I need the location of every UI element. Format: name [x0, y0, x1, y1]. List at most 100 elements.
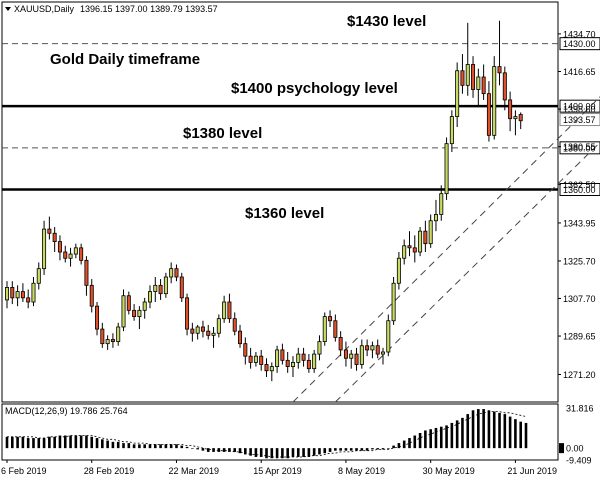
candle-bull — [42, 228, 47, 270]
candle-bear — [110, 339, 115, 342]
macd-histogram-bar — [169, 444, 173, 449]
macd-histogram-bar — [275, 448, 279, 459]
candle-bear — [338, 337, 343, 351]
candle-bear — [280, 349, 285, 361]
macd-histogram-bar — [206, 448, 210, 452]
level-tag-box-1360.00 — [559, 183, 600, 196]
date-tick-label: 22 Mar 2019 — [168, 466, 219, 476]
macd-histogram-bar — [349, 448, 353, 451]
candle-bull — [195, 326, 200, 334]
macd-histogram-bar — [95, 438, 99, 449]
macd-histogram-bar — [180, 445, 184, 449]
macd-histogram-bar — [90, 436, 94, 449]
candle-bear — [26, 297, 31, 303]
candle-bear — [328, 316, 333, 322]
candle-bull — [439, 193, 444, 215]
date-tick-label: 28 Feb 2019 — [84, 466, 135, 476]
candle-bull — [290, 362, 295, 367]
price-tick-label: 1398.60 — [563, 105, 596, 115]
macd-histogram-bar — [477, 409, 480, 449]
macd-histogram-bar — [42, 438, 46, 449]
date-tick-label: 30 May 2019 — [423, 466, 475, 476]
macd-zero-marker — [559, 443, 564, 454]
candle-bull — [216, 318, 221, 334]
symbol-label: XAUUSD,Daily — [14, 4, 75, 14]
macd-histogram-bar — [191, 448, 194, 449]
candle-bear — [343, 349, 348, 359]
price-tick-label: 1325.70 — [563, 256, 596, 266]
price-tick-label: 1434.70 — [563, 29, 596, 39]
macd-histogram-bar — [413, 435, 417, 449]
macd-histogram-bar — [281, 448, 284, 459]
date-tick-label: 6 Feb 2019 — [1, 466, 47, 476]
candle-bull — [476, 76, 481, 90]
candle-bear — [306, 359, 311, 370]
candle-bull — [68, 253, 73, 259]
macd-indicator: 31.816 0.00 -9.409 — [5, 404, 594, 466]
candle-bull — [359, 345, 364, 365]
macd-histogram-bar — [244, 448, 247, 455]
macd-histogram-bar — [10, 436, 14, 449]
candle-bull — [428, 220, 433, 245]
annotation-1380-level: $1380 level — [183, 125, 262, 142]
level-tag-1400.00: 1400.00 — [563, 102, 596, 112]
macd-histogram-bar — [85, 435, 88, 449]
macd-histogram-bar — [159, 444, 162, 449]
price-panel-frame — [1, 1, 559, 403]
level-tag-box-1400.00 — [559, 99, 600, 113]
candle-bull — [275, 349, 280, 367]
candle-bear — [460, 70, 465, 86]
ohlc-readout: 1396.15 1397.00 1389.79 1393.57 — [80, 4, 218, 14]
macd-histogram-bar — [26, 438, 30, 449]
candle-bull — [449, 116, 454, 145]
date-tick-label: 21 Jun 2019 — [507, 466, 557, 476]
candle-bear — [63, 251, 68, 259]
candle-bear — [190, 328, 195, 334]
macd-histogram-bar — [408, 438, 411, 449]
macd-histogram-bar — [514, 419, 517, 449]
candle-bear — [502, 72, 507, 101]
candle-bull — [492, 66, 497, 136]
candle-bull — [169, 268, 174, 278]
price-levels: 1430.00 1400.00 1393.57 1380.00 1360.00 — [2, 37, 600, 196]
macd-histogram-bar — [5, 436, 9, 449]
candle-bull — [211, 332, 216, 336]
collapse-triangle-icon — [5, 7, 11, 11]
candle-bear — [100, 328, 105, 345]
date-axis: 6 Feb 2019 28 Feb 2019 22 Mar 2019 15 Apr 2… — [1, 460, 557, 476]
macd-histogram-bar — [339, 448, 342, 451]
macd-histogram-bar — [74, 435, 78, 449]
macd-histogram-bar — [296, 448, 300, 457]
candle-bull — [322, 316, 327, 342]
candle-bull — [142, 301, 147, 311]
candle-bear — [10, 287, 15, 299]
macd-histogram-bar — [360, 448, 364, 451]
candle-bull — [349, 353, 354, 359]
macd-histogram-bar — [138, 444, 141, 449]
macd-histogram-bar — [265, 448, 268, 459]
candle-bear — [248, 355, 253, 363]
macd-histogram-bar — [334, 448, 337, 451]
candle-bull — [386, 320, 391, 353]
candle-bull — [381, 351, 385, 355]
candle-bull — [163, 276, 168, 295]
annotation-gold-daily-timeframe: Gold Daily timeframe — [50, 51, 200, 68]
macd-histogram-bar — [58, 435, 62, 449]
candle-bear — [232, 318, 237, 332]
macd-histogram-bar — [37, 438, 41, 449]
macd-histogram-bar — [471, 410, 475, 449]
macd-histogram-bar — [429, 429, 432, 449]
candle-bear — [206, 330, 211, 336]
macd-tick-label: 0.00 — [566, 444, 584, 454]
macd-histogram-bar — [217, 448, 221, 452]
candle-bear — [47, 228, 52, 234]
macd-histogram-bar — [233, 448, 237, 452]
macd-histogram-bar — [424, 430, 427, 449]
date-tick-label: 8 May 2019 — [338, 466, 385, 476]
candle-bear — [79, 247, 84, 261]
macd-histogram-bar — [508, 416, 512, 449]
candle-bear — [333, 320, 338, 338]
candle-bull — [253, 355, 258, 363]
macd-histogram-bar — [222, 448, 226, 452]
